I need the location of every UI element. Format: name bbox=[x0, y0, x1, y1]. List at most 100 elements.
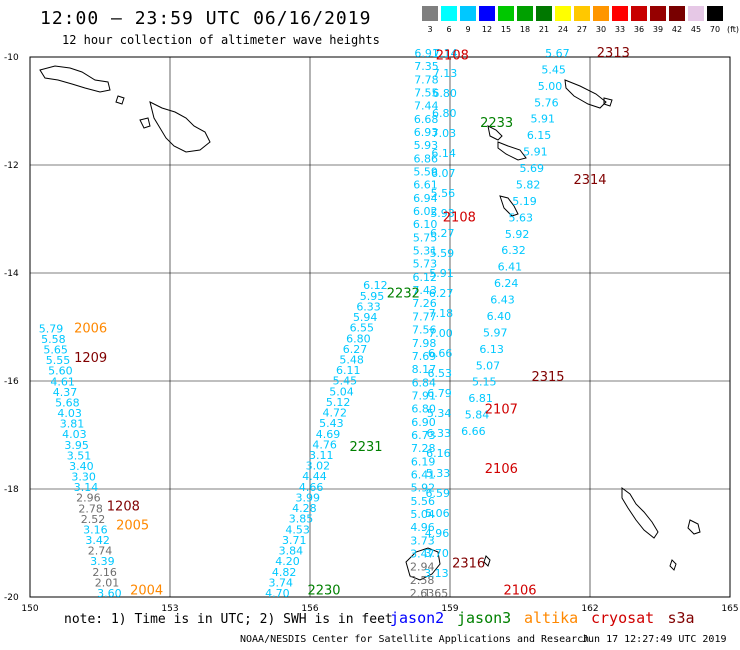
legend-swatch-36 bbox=[631, 6, 647, 21]
legend-swatch-12 bbox=[479, 6, 495, 21]
pass-time-label: 2107 bbox=[485, 402, 518, 417]
wave-height-value: 5.45 bbox=[541, 63, 566, 76]
wave-height-value: 7.43 bbox=[412, 284, 437, 297]
wave-height-value: 4.82 bbox=[272, 566, 297, 579]
wave-height-value: 3.71 bbox=[282, 534, 307, 547]
wave-height-value: 5.84 bbox=[465, 409, 490, 422]
wave-height-value: 5.67 bbox=[545, 47, 570, 60]
wave-height-value: 3.47 bbox=[410, 547, 435, 560]
coastline-solomon-1 bbox=[564, 79, 607, 109]
wave-height-value: 7.69 bbox=[412, 350, 437, 363]
wave-height-value: 5.82 bbox=[516, 178, 541, 191]
legend-label-33: 33 bbox=[614, 25, 626, 34]
wave-height-value: 3.73 bbox=[410, 534, 435, 547]
wave-height-value: 5.34 bbox=[427, 407, 452, 420]
wave-height-value: 3.40 bbox=[69, 460, 94, 473]
wave-height-value: 5.45 bbox=[333, 375, 358, 388]
wave-height-value: 5.93 bbox=[430, 207, 455, 220]
wave-height-value: 7.78 bbox=[414, 73, 439, 86]
wave-height-value: 5.12 bbox=[326, 396, 351, 409]
wave-height-value: 5.73 bbox=[413, 258, 438, 271]
coastlines bbox=[39, 65, 701, 581]
wave-height-value: 5.94 bbox=[353, 311, 378, 324]
wave-height-value: 7.44 bbox=[414, 100, 439, 113]
wave-height-value: 2.16 bbox=[92, 566, 117, 579]
wave-height-value: 6.66 bbox=[428, 347, 453, 360]
coastline-islet-2 bbox=[115, 95, 125, 105]
lat-tick-label: -16 bbox=[4, 377, 19, 387]
wave-height-value: 4.76 bbox=[312, 438, 337, 451]
coastline-isle-5 bbox=[499, 195, 519, 217]
wave-height-value: 5.04 bbox=[329, 385, 354, 398]
wave-height-value: 5.48 bbox=[339, 353, 364, 366]
coastline-isle-8 bbox=[669, 559, 677, 571]
timestamp: Jun 17 12:27:49 UTC 2019 bbox=[582, 634, 727, 645]
wave-height-value: 4.03 bbox=[62, 428, 87, 441]
wave-height-value: 5.75 bbox=[413, 231, 438, 244]
wave-height-value: 6.61 bbox=[413, 179, 438, 192]
legend-label-30: 30 bbox=[595, 25, 607, 34]
lon-tick-label: 150 bbox=[21, 604, 38, 614]
wave-height-value: 6.80 bbox=[346, 332, 371, 345]
satellite-jason2: jason2 bbox=[390, 609, 445, 627]
wave-height-value: 5.59 bbox=[413, 166, 438, 179]
lon-tick-label: 162 bbox=[581, 604, 598, 614]
pass-time-label: 2108 bbox=[436, 49, 469, 64]
wave-height-value: 7.18 bbox=[429, 307, 454, 320]
wave-height-value: 8.17 bbox=[412, 363, 437, 376]
wave-height-value: 6.91 bbox=[414, 47, 439, 60]
wave-height-value: 6.81 bbox=[468, 392, 493, 405]
wave-height-value: 4.61 bbox=[50, 375, 75, 388]
wave-height-value: 7.13 bbox=[433, 67, 458, 80]
wave-height-value: 6.73 bbox=[411, 429, 436, 442]
legend-label-9: 9 bbox=[465, 25, 471, 34]
legend-swatch-70 bbox=[707, 6, 723, 21]
credit-line: NOAA/NESDIS Center for Satellite Applica… bbox=[240, 634, 590, 645]
wave-height-value: 4.37 bbox=[53, 386, 78, 399]
map-frame bbox=[29, 56, 731, 598]
wave-height-value: 5.15 bbox=[472, 376, 497, 389]
wave-height-value: 2.52 bbox=[81, 513, 106, 526]
wave-height-value: 7.26 bbox=[412, 297, 437, 310]
legend-swatch-3 bbox=[422, 6, 438, 21]
wave-height-value: 3.51 bbox=[67, 449, 92, 462]
legend-label-6: 6 bbox=[446, 25, 452, 34]
pass-time-label: 1208 bbox=[107, 500, 140, 515]
wave-height-value: 5.33 bbox=[426, 467, 451, 480]
wave-height-value: 3.42 bbox=[85, 534, 110, 547]
legend-swatch-24 bbox=[555, 6, 571, 21]
wave-height-value: 4.66 bbox=[299, 481, 324, 494]
wave-height-value: 6.27 bbox=[430, 227, 455, 240]
wave-height-value: 4.53 bbox=[285, 523, 310, 536]
wave-height-value: 3.84 bbox=[279, 545, 304, 558]
wave-height-value: 2.94 bbox=[410, 561, 435, 574]
legend-label-27: 27 bbox=[576, 25, 588, 34]
wave-height-value: 6.02 bbox=[413, 205, 438, 218]
pass-time-label: 1209 bbox=[74, 351, 107, 366]
legend-label-3: 3 bbox=[427, 25, 433, 34]
wave-height-value: 6.07 bbox=[431, 167, 456, 180]
wave-height-value: 3.74 bbox=[268, 576, 293, 589]
graticule bbox=[29, 56, 731, 598]
wave-height-value: 5.19 bbox=[512, 195, 537, 208]
wave-height-value: 6.94 bbox=[413, 192, 438, 205]
wave-height-value: 5.65 bbox=[43, 344, 68, 357]
wave-height-value: 5.92 bbox=[411, 482, 436, 495]
wave-height-value: 3.16 bbox=[83, 523, 108, 536]
wave-height-value: 6.59 bbox=[425, 487, 450, 500]
legend-label-70: 70 bbox=[709, 25, 721, 34]
wave-height-value: 5.58 bbox=[41, 333, 66, 346]
legend-unit: (ft) bbox=[726, 25, 740, 34]
legend-label-12: 12 bbox=[481, 25, 493, 34]
wave-height-value: 7.28 bbox=[411, 442, 436, 455]
wave-height-value: 3.70 bbox=[424, 547, 449, 560]
wave-height-value: 4.72 bbox=[323, 407, 348, 420]
legend-label-42: 42 bbox=[671, 25, 683, 34]
wave-height-value: 7.56 bbox=[412, 324, 437, 337]
wave-height-value: 5.63 bbox=[509, 211, 534, 224]
wave-height-value: 6.15 bbox=[527, 129, 552, 142]
coastline-islet-1 bbox=[139, 117, 151, 129]
wave-height-value: 5.95 bbox=[360, 290, 385, 303]
wave-height-value: 4.96 bbox=[410, 521, 435, 534]
pass-labels: 2108 2313 2233 2314 2108 2232 2006 1209 2315 2107… bbox=[74, 46, 630, 598]
